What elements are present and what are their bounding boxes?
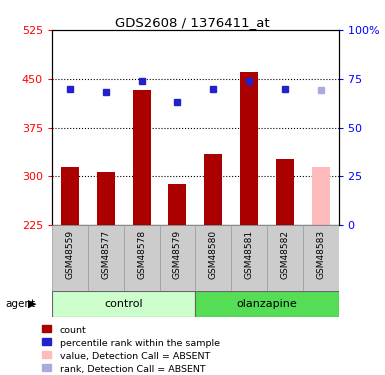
Text: olanzapine: olanzapine bbox=[237, 299, 298, 309]
Bar bbox=[231, 225, 267, 291]
Text: GSM48559: GSM48559 bbox=[65, 230, 74, 279]
Text: value, Detection Call = ABSENT: value, Detection Call = ABSENT bbox=[60, 352, 210, 361]
Bar bbox=[195, 225, 231, 291]
Text: agent: agent bbox=[6, 299, 36, 309]
Bar bbox=[52, 225, 88, 291]
Text: GDS2608 / 1376411_at: GDS2608 / 1376411_at bbox=[115, 16, 270, 29]
Text: GSM48579: GSM48579 bbox=[173, 230, 182, 279]
Text: GSM48580: GSM48580 bbox=[209, 230, 218, 279]
Bar bbox=[124, 225, 159, 291]
Bar bbox=[88, 225, 124, 291]
Bar bbox=[204, 153, 222, 225]
Text: GSM48583: GSM48583 bbox=[316, 230, 325, 279]
Bar bbox=[97, 172, 115, 225]
Text: GSM48577: GSM48577 bbox=[101, 230, 110, 279]
Bar bbox=[52, 291, 195, 317]
Bar bbox=[240, 72, 258, 225]
Text: control: control bbox=[104, 299, 143, 309]
Bar bbox=[61, 166, 79, 225]
Text: GSM48582: GSM48582 bbox=[281, 230, 290, 279]
Bar bbox=[276, 159, 294, 225]
Text: percentile rank within the sample: percentile rank within the sample bbox=[60, 339, 220, 348]
Text: GSM48578: GSM48578 bbox=[137, 230, 146, 279]
Bar bbox=[169, 184, 186, 225]
Text: count: count bbox=[60, 326, 86, 335]
Text: rank, Detection Call = ABSENT: rank, Detection Call = ABSENT bbox=[60, 365, 205, 374]
Text: ▶: ▶ bbox=[28, 299, 37, 309]
Bar bbox=[133, 90, 151, 225]
Bar bbox=[303, 225, 339, 291]
Bar bbox=[195, 291, 339, 317]
Bar bbox=[267, 225, 303, 291]
Text: GSM48581: GSM48581 bbox=[244, 230, 254, 279]
Bar bbox=[312, 166, 330, 225]
Bar bbox=[159, 225, 196, 291]
